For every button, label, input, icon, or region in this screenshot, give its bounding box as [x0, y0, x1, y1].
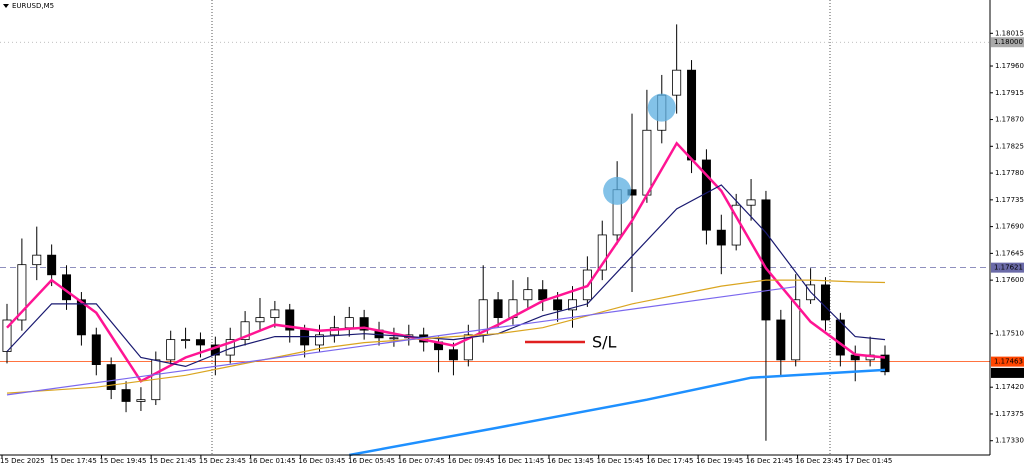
- candle-body: [553, 299, 563, 311]
- indicator-line: [349, 368, 886, 457]
- y-tick-label: 1.17645: [995, 249, 1024, 257]
- x-tick-label: 16 Dec 09:45: [448, 457, 495, 464]
- price-level-box: [991, 356, 1024, 367]
- y-tick-label: 1.17870: [995, 116, 1024, 124]
- indicator-line: [6, 141, 886, 383]
- candle-body: [389, 337, 399, 340]
- candle-body: [538, 289, 548, 301]
- candle-body: [255, 317, 265, 323]
- candle-body: [17, 264, 27, 321]
- x-tick-label: 16 Dec 03:45: [298, 457, 345, 464]
- candle-body: [746, 199, 756, 206]
- candle-body: [597, 234, 607, 271]
- candle-body: [166, 339, 176, 361]
- candle-body: [716, 229, 726, 246]
- candle-body: [136, 399, 146, 402]
- x-tick-label: 15 Dec 17:45: [50, 457, 97, 464]
- chart-title: EURUSD,M5: [12, 2, 54, 10]
- candle-body: [195, 339, 205, 346]
- candle-body: [791, 299, 801, 361]
- candle-body: [359, 317, 369, 331]
- candle-body: [687, 69, 697, 161]
- x-tick-label: 15 Dec 23:45: [199, 457, 246, 464]
- candle-body: [880, 354, 890, 373]
- x-tick-label: 16 Dec 07:45: [398, 457, 445, 464]
- candle-body: [835, 319, 845, 356]
- y-tick-label: 1.17600: [995, 276, 1024, 284]
- x-tick-label: 16 Dec 01:45: [249, 457, 296, 464]
- candle-body: [121, 389, 131, 402]
- price-level-label: 1.17621: [994, 264, 1023, 272]
- y-tick-label: 1.17780: [995, 169, 1024, 177]
- price-level-label: 1.17444: [994, 369, 1023, 377]
- plot: [0, 24, 990, 457]
- y-tick-label: 1.17825: [995, 142, 1024, 150]
- x-tick-label: 16 Dec 05:45: [348, 457, 395, 464]
- x-tick-label: 16 Dec 19:45: [696, 457, 743, 464]
- candle-body: [463, 334, 473, 361]
- candle-body: [240, 321, 250, 341]
- candle-body: [672, 69, 682, 96]
- indicator-line: [6, 286, 796, 396]
- x-tick-label: 16 Dec 23:45: [796, 457, 843, 464]
- price-level-box: [991, 262, 1024, 273]
- x-tick-label: 16 Dec 21:45: [746, 457, 793, 464]
- symbol-menu-icon[interactable]: [3, 4, 9, 8]
- y-tick-label: 1.17420: [995, 383, 1024, 391]
- stop-loss-label: S/L: [592, 332, 617, 351]
- y-tick-label: 1.18015: [995, 29, 1024, 37]
- candle-body: [448, 349, 458, 361]
- candle-body: [91, 334, 101, 365]
- x-tick-label: 16 Dec 17:45: [646, 457, 693, 464]
- x-tick-label: 16 Dec 11:45: [497, 457, 544, 464]
- candle-body: [270, 309, 280, 319]
- y-tick-label: 1.17735: [995, 196, 1024, 204]
- y-tick-label: 1.17375: [995, 410, 1024, 418]
- candle-body: [329, 327, 339, 336]
- price-level-box: [991, 367, 1024, 378]
- trade-marker: [647, 93, 676, 122]
- candle-body: [567, 299, 577, 311]
- candle-body: [300, 329, 310, 346]
- candle-body: [776, 319, 786, 361]
- y-tick-label: 1.17690: [995, 223, 1024, 231]
- indicator-line: [6, 279, 886, 394]
- x-tick-label: 15 Dec 19:45: [99, 457, 146, 464]
- x-tick-label: 16 Dec 15:45: [597, 457, 644, 464]
- candle-body: [820, 284, 830, 321]
- candle-body: [285, 309, 295, 331]
- candle-body: [106, 364, 116, 390]
- price-level-label: 1.18000: [994, 38, 1023, 46]
- candle-body: [181, 339, 191, 342]
- price-level-box: [991, 37, 1024, 48]
- candle-body: [523, 289, 533, 301]
- indicator-line: [6, 184, 886, 368]
- candle-body: [47, 254, 57, 276]
- x-tick-label: 16 Dec 13:45: [547, 457, 594, 464]
- candle-body: [2, 319, 12, 352]
- candle-body: [62, 274, 72, 301]
- trade-marker: [603, 176, 632, 205]
- y-tick-label: 1.17960: [995, 62, 1024, 70]
- price-level-label: 1.17463: [994, 358, 1023, 366]
- candle-body: [344, 317, 354, 329]
- x-tick-label: 15 Dec 2025: [0, 457, 45, 464]
- candle-body: [761, 199, 771, 321]
- candle-body: [315, 334, 325, 346]
- candle-body: [76, 299, 86, 336]
- x-tick-label: 15 Dec 21:45: [149, 457, 196, 464]
- y-tick-label: 1.17915: [995, 89, 1024, 97]
- y-tick-label: 1.17510: [995, 330, 1024, 338]
- candle-body: [642, 129, 652, 196]
- x-tick-label: 17 Dec 01:45: [845, 457, 892, 464]
- candle-body: [493, 299, 503, 319]
- y-tick-label: 1.17330: [995, 437, 1024, 445]
- candle-body: [32, 254, 42, 266]
